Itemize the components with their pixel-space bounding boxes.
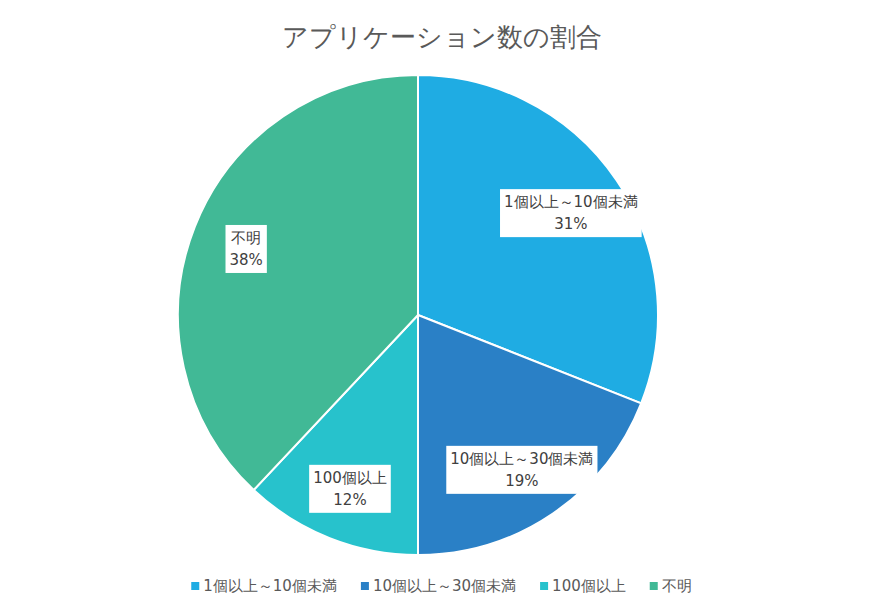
- data-label-value: 12%: [333, 491, 366, 509]
- data-label-category: 1個以上～10個未満: [504, 193, 638, 211]
- data-label-value: 19%: [505, 472, 538, 490]
- data-labels: 1個以上～10個未満 31% 10個以上～30個未満 19% 100個以上 12% 不明 38…: [226, 189, 642, 513]
- label-box: [446, 446, 597, 494]
- data-label-category: 10個以上～30個未満: [450, 450, 593, 468]
- legend-swatch: [650, 582, 658, 590]
- slices: [178, 75, 658, 555]
- title: アプリケーション数の割合: [282, 22, 602, 52]
- legend-swatch: [361, 582, 369, 590]
- data-label-category: 不明: [231, 229, 261, 247]
- data-label-value: 38%: [230, 251, 263, 269]
- label-box: [309, 465, 391, 513]
- legend-swatch: [540, 582, 548, 590]
- pie-slice: [418, 315, 641, 555]
- label-box: [500, 189, 642, 237]
- data-label-category: 100個以上: [313, 469, 387, 487]
- data-label-value: 31%: [554, 215, 587, 233]
- legend-label: 不明: [662, 577, 692, 595]
- legend: 1個以上～10個未満 10個以上～30個未満 100個以上 不明: [191, 577, 691, 595]
- legend-label: 10個以上～30個未満: [373, 577, 516, 595]
- legend-label: 100個以上: [552, 577, 626, 595]
- pie-slice: [178, 75, 418, 490]
- legend-label: 1個以上～10個未満: [203, 577, 337, 595]
- chart-canvas: アプリケーション数の割合1個以上～10個未満31%10個以上～30個未満19%1…: [0, 0, 883, 613]
- label-box: [226, 225, 267, 273]
- legend-swatch: [191, 582, 199, 590]
